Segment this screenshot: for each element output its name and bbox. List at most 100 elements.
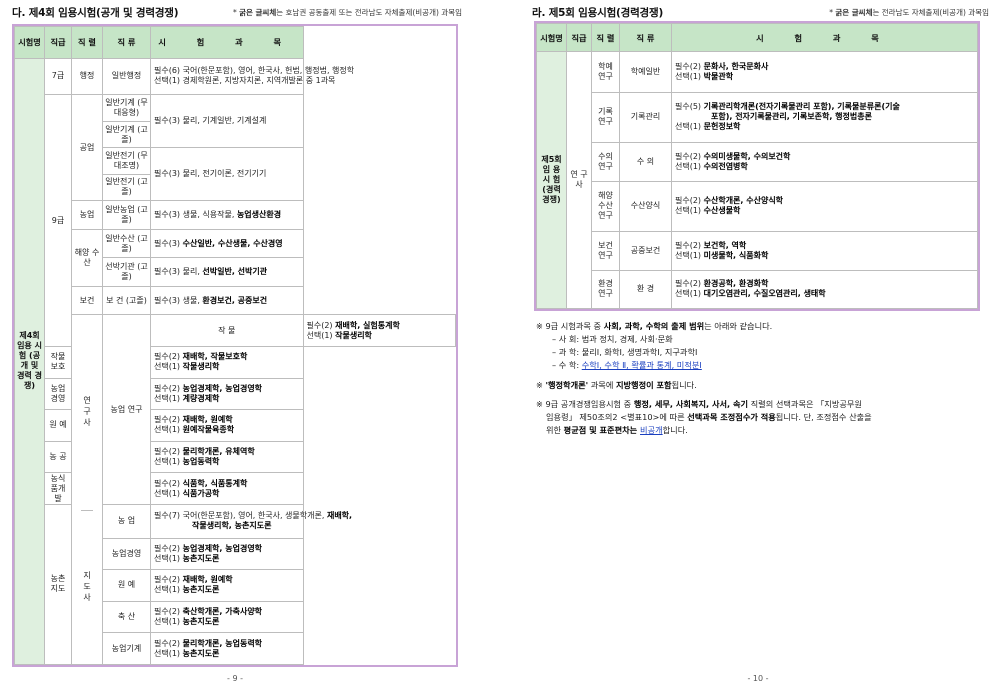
notes: ※ 9급 시험과목 중 사회, 과학, 수학의 출제 범위는 아래와 같습니다.…	[536, 320, 991, 437]
class-cell: 일반농업 (고졸)	[102, 200, 151, 230]
class-cell: 작물보호	[44, 345, 72, 379]
series-cell: 행정	[71, 57, 103, 96]
section-title: 다. 제4회 임용시험(공개 및 경력경쟁)	[12, 7, 179, 19]
series-cell: 공업	[71, 94, 103, 202]
section-heading: 다. 제4회 임용시험(공개 및 경력경쟁) * 굵은 글씨체는 호남권 공동출…	[12, 4, 462, 22]
note-sub-item: – 사 회: 법과 정치, 경제, 사회·문화	[552, 334, 673, 345]
subject-cell: 필수(2) 문화사, 한국문화사 선택(1) 박물관학	[671, 51, 978, 93]
header-series: 직 렬	[71, 26, 103, 59]
grade-guidance-label: 지 도 사	[83, 571, 91, 602]
class-cell: 농업경영	[102, 537, 151, 571]
subject-cell: 필수(5) 기록관리학개론(전자기록물관리 포함), 기록물분류론(기술 포함),…	[671, 91, 978, 144]
section-title: 라. 제5회 임용시험(경력경쟁)	[532, 7, 664, 19]
class-cell: 일반전기 (고졸)	[102, 173, 151, 202]
exam-name-cell: 제5회 임 용 시 험 (경력 경쟁)	[536, 51, 567, 309]
note-item: ※ 9급 공개경쟁임용시험 중 행정, 세무, 사회복지, 사서, 속기 직렬의…	[536, 398, 872, 435]
grade-cell: 7급	[44, 57, 72, 96]
subject-cell: 필수(3) 물리, 기계일반, 기계설계	[150, 94, 304, 149]
grade-cell: 연 구 사	[566, 51, 592, 309]
header-subjects: 시 험 과 목	[671, 22, 978, 53]
class-cell: 농 업	[102, 503, 151, 539]
header-class: 직 류	[102, 26, 151, 59]
class-cell: 농업경영	[44, 377, 72, 411]
subject-cell: 필수(2) 재배학, 작물보호학 선택(1) 작물생리학	[150, 345, 304, 379]
series-cell: 수의 연구	[591, 142, 620, 182]
subject-cell: 필수(2) 재배학, 원예학 선택(1) 원예작물육종학	[150, 409, 304, 442]
class-cell: 보 건 (고졸)	[102, 285, 151, 316]
header-grade: 직급	[566, 22, 592, 53]
note-item: ※ 9급 시험과목 중 사회, 과학, 수학의 출제 범위는 아래와 같습니다.	[536, 321, 773, 331]
subject-cell: 필수(3) 물리, 전기이론, 전기기기	[150, 147, 304, 202]
grade-research-label: 연 구 사	[81, 315, 93, 511]
subject-cell: 필수(2) 농업경제학, 농업경영학 선택(1) 농촌지도론	[150, 537, 304, 571]
subject-cell: 필수(3) 생물, 환경보건, 공중보건	[150, 285, 304, 316]
class-cell: 기록관리	[619, 91, 672, 144]
class-cell: 일반수산 (고졸)	[102, 228, 151, 259]
class-cell: 수산양식	[619, 180, 672, 233]
header-exam-name: 시험명	[536, 22, 567, 53]
grade-cell: 9급	[44, 94, 72, 347]
class-cell: 공중보건	[619, 231, 672, 271]
subject-cell: 필수(2) 농업경제학, 농업경영학 선택(1) 계량경제학	[150, 377, 304, 411]
bold-note: * 굵은 글씨체는 전라남도 자체출제(비공개) 과목임	[829, 8, 989, 17]
subject-cell: 필수(3) 생물, 식용작물, 농업생산환경	[150, 200, 304, 230]
class-cell: 환 경	[619, 269, 672, 310]
class-cell: 농 공	[44, 440, 72, 474]
class-cell: 원 예	[102, 569, 151, 602]
page-number: - 10 -	[747, 674, 769, 683]
subject-cell: 필수(2) 식품학, 식품통계학 선택(1) 식품가공학	[150, 472, 304, 505]
subject-cell: 필수(2) 재배학, 실험통계학 선택(1) 작물생리학	[302, 314, 456, 347]
subject-cell: 필수(3) 물리, 선박일반, 선박기관	[150, 257, 304, 287]
series-cell: 해양 수산	[71, 228, 103, 287]
subject-cell: 필수(2) 축산학개론, 가축사양학 선택(1) 농촌지도론	[150, 600, 304, 634]
class-cell: 수 의	[619, 142, 672, 182]
subject-cell: 필수(2) 수산학개론, 수산양식학 선택(1) 수산생물학	[671, 180, 978, 233]
series-cell: 환경 연구	[591, 269, 620, 310]
subject-cell: 필수(2) 수의미생물학, 수의보건학 선택(1) 수의전염병학	[671, 142, 978, 182]
series-cell: 기록 연구	[591, 91, 620, 144]
series-cell: 해양 수산 연구	[591, 180, 620, 233]
header-series: 직 렬	[591, 22, 620, 53]
class-cell: 일반전기 (무대조명)	[102, 147, 151, 175]
subject-cell: 필수(2) 환경공학, 환경화학 선택(1) 대기오염관리, 수질오염관리, 생태…	[671, 269, 978, 310]
series-cell: 학예 연구	[591, 51, 620, 93]
note-item: ※ '행정학개론' 과목에 지방행정이 포함됩니다.	[536, 379, 697, 390]
series-cell: 농업 연구	[102, 314, 151, 505]
header-subjects: 시 험 과 목	[150, 26, 304, 59]
bold-note: * 굵은 글씨체는 호남권 공동출제 또는 전라남도 자체출제(비공개) 과목임	[232, 8, 462, 17]
subject-cell: 필수(3) 수산일반, 수산생물, 수산경영	[150, 228, 304, 259]
note-sub-item: – 과 학: 물리Ⅰ, 화학Ⅰ, 생명과학Ⅰ, 지구과학Ⅰ	[552, 347, 698, 358]
class-cell: 농식품개발	[44, 472, 72, 505]
subject-cell: 필수(2) 물리학개론, 유체역학 선택(1) 농업동력학	[150, 440, 304, 474]
class-cell: 일반기계 (고졸)	[102, 120, 151, 149]
page-10: 라. 제5회 임용시험(경력경쟁) * 굵은 글씨체는 전라남도 자체출제(비공…	[520, 0, 997, 686]
series-cell: 보건 연구	[591, 231, 620, 271]
subject-cell: 필수(7) 국어(한문포함), 영어, 한국사, 생물학개론, 재배학, 작물생리…	[150, 503, 352, 539]
class-cell: 농업기계	[102, 632, 151, 665]
series-cell: 농촌 지도	[44, 503, 72, 666]
class-cell: 학예일반	[619, 51, 672, 93]
subject-cell: 필수(6) 국어(한문포함), 영어, 한국사, 헌법, 행정법, 행정학 선택(…	[150, 57, 354, 96]
class-cell: 축 산	[102, 600, 151, 634]
page-number: - 9 -	[227, 674, 243, 683]
subject-cell: 필수(2) 보건학, 역학 선택(1) 미생물학, 식품화학	[671, 231, 978, 271]
series-cell: 보건	[71, 285, 103, 316]
class-cell: 작 물	[150, 314, 304, 347]
exam-name-cell: 제4회 임용 시험 (공개 및 경력 경쟁)	[14, 57, 45, 666]
header-exam-name: 시험명	[14, 26, 45, 59]
exam-subject-table: 시험명 직급 직 렬 직 류 시 험 과 목 제5회 임 용 시 험 (경력 경…	[534, 21, 980, 311]
class-cell: 선박기관 (고졸)	[102, 257, 151, 287]
class-cell: 일반기계 (무대응형)	[102, 94, 151, 122]
class-cell: 원 예	[44, 409, 72, 442]
section-heading: 라. 제5회 임용시험(경력경쟁) * 굵은 글씨체는 전라남도 자체출제(비공…	[532, 4, 989, 22]
exam-subject-table: 시험명 직급 직 렬 직 류 시 험 과 목 제4회 임용 시험 (공개 및 경…	[12, 24, 458, 667]
class-cell: 일반행정	[102, 57, 151, 96]
subject-cell: 필수(2) 물리학개론, 농업동력학 선택(1) 농촌지도론	[150, 632, 304, 665]
header-class: 직 류	[619, 22, 672, 53]
page-9: 다. 제4회 임용시험(공개 및 경력경쟁) * 굵은 글씨체는 호남권 공동출…	[0, 0, 470, 686]
series-cell: 농업	[71, 200, 103, 230]
subject-cell: 필수(2) 재배학, 원예학 선택(1) 농촌지도론	[150, 569, 304, 602]
note-sub-item: – 수 학: 수학Ⅰ, 수학 Ⅱ, 확률과 통계, 미적분Ⅰ	[552, 360, 702, 371]
header-grade: 직급	[44, 26, 72, 59]
